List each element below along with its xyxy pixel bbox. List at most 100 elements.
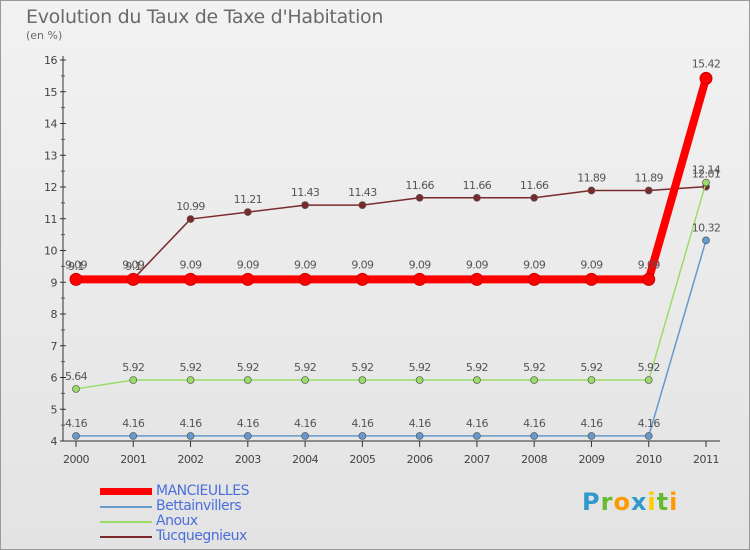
data-label: 9.1 [125, 260, 141, 273]
data-label: 12.01 [692, 168, 721, 181]
data-point [358, 201, 367, 209]
data-label: 9.09 [638, 258, 661, 271]
data-point [530, 376, 539, 384]
data-label: 10.99 [176, 200, 205, 213]
data-point [527, 272, 541, 286]
data-point [243, 432, 252, 440]
legend-swatch [100, 521, 152, 523]
data-label: 9.09 [237, 258, 260, 271]
data-label: 4.16 [294, 417, 317, 430]
y-tick-label: 9 [51, 276, 58, 289]
data-label: 5.92 [580, 361, 602, 374]
data-label: 4.16 [580, 417, 603, 430]
y-tick-label: 13 [44, 149, 57, 162]
series-line-0 [72, 74, 710, 284]
data-point [587, 186, 596, 195]
logo-letter: i [669, 488, 679, 516]
proxiti-logo: Proxiti [582, 488, 678, 516]
legend-label: Tucquegnieux [156, 528, 247, 544]
data-point [644, 186, 653, 195]
data-point [473, 376, 481, 384]
data-label: 9.09 [523, 258, 546, 271]
data-point [186, 376, 195, 384]
y-tick-label: 14 [44, 118, 57, 131]
data-point [530, 432, 539, 440]
data-label: 5.64 [65, 370, 88, 383]
data-label: 11.43 [348, 186, 377, 199]
data-point [413, 272, 427, 286]
data-label: 5.92 [638, 361, 660, 374]
legend-swatch [100, 488, 152, 495]
y-tick-label: 11 [44, 213, 57, 226]
data-label: 9.09 [65, 258, 88, 271]
data-point [470, 272, 484, 286]
data-point [243, 376, 252, 384]
legend-label: Anoux [156, 513, 198, 529]
data-label: 4.16 [179, 417, 202, 430]
data-point [415, 432, 424, 440]
data-point [702, 178, 710, 187]
data-point [530, 193, 539, 202]
x-tick-label: 2005 [349, 453, 375, 466]
chart-title: Evolution du Taux de Taxe d'Habitation [26, 6, 384, 28]
data-point [241, 272, 255, 286]
data-point [186, 432, 195, 440]
data-label: 5.92 [179, 361, 201, 374]
data-point [587, 376, 596, 384]
chart-subtitle: (en %) [26, 29, 63, 42]
x-tick-label: 2003 [235, 453, 261, 466]
data-label: 5.92 [122, 361, 144, 374]
data-label: 5.92 [523, 361, 545, 374]
data-point [72, 432, 80, 440]
x-tick-label: 2010 [636, 453, 662, 466]
y-tick-label: 15 [44, 86, 57, 99]
legend-item: Anoux [100, 513, 340, 529]
data-point [702, 236, 710, 245]
data-label: 9.1 [68, 260, 84, 273]
logo-letter: t [656, 488, 670, 516]
data-point [243, 208, 252, 216]
data-label: 9.09 [351, 258, 374, 271]
y-tick-label: 16 [44, 54, 57, 67]
legend-swatch [100, 536, 152, 538]
data-label: 5.92 [409, 361, 431, 374]
data-label: 11.89 [634, 171, 663, 184]
data-label: 11.43 [291, 186, 320, 199]
series-line-3 [75, 185, 707, 280]
data-label: 9.09 [409, 258, 432, 271]
x-tick-label: 2007 [464, 453, 490, 466]
data-point [301, 432, 309, 440]
logo-letter: P [582, 488, 601, 516]
y-tick-label: 8 [51, 308, 58, 321]
data-point [298, 272, 312, 286]
x-tick-label: 2000 [63, 453, 89, 466]
data-point [642, 272, 656, 286]
data-point [69, 272, 83, 286]
data-label: 4.16 [237, 417, 260, 430]
data-point [129, 432, 138, 440]
data-label: 5.92 [466, 361, 488, 374]
y-tick-label: 10 [44, 245, 57, 258]
data-label: 11.66 [520, 179, 549, 192]
x-tick-label: 2008 [521, 453, 547, 466]
data-point [415, 376, 424, 384]
y-tick-label: 5 [51, 403, 58, 416]
data-label: 5.92 [294, 361, 316, 374]
data-point [126, 272, 140, 286]
x-tick-label: 2004 [292, 453, 318, 466]
series-line-2 [75, 181, 707, 390]
series-line-1 [75, 239, 707, 437]
data-label: 9.09 [466, 258, 489, 271]
data-point [644, 432, 653, 440]
data-label: 9.09 [179, 258, 202, 271]
data-point [644, 376, 653, 384]
x-tick-label: 2001 [120, 453, 146, 466]
data-label: 4.16 [638, 417, 661, 430]
data-point [699, 71, 713, 85]
data-label: 10.32 [692, 221, 721, 234]
logo-letter: o [613, 488, 631, 516]
data-label: 4.16 [351, 417, 374, 430]
data-label: 4.16 [122, 417, 145, 430]
data-point [301, 376, 309, 384]
data-point [355, 272, 369, 286]
